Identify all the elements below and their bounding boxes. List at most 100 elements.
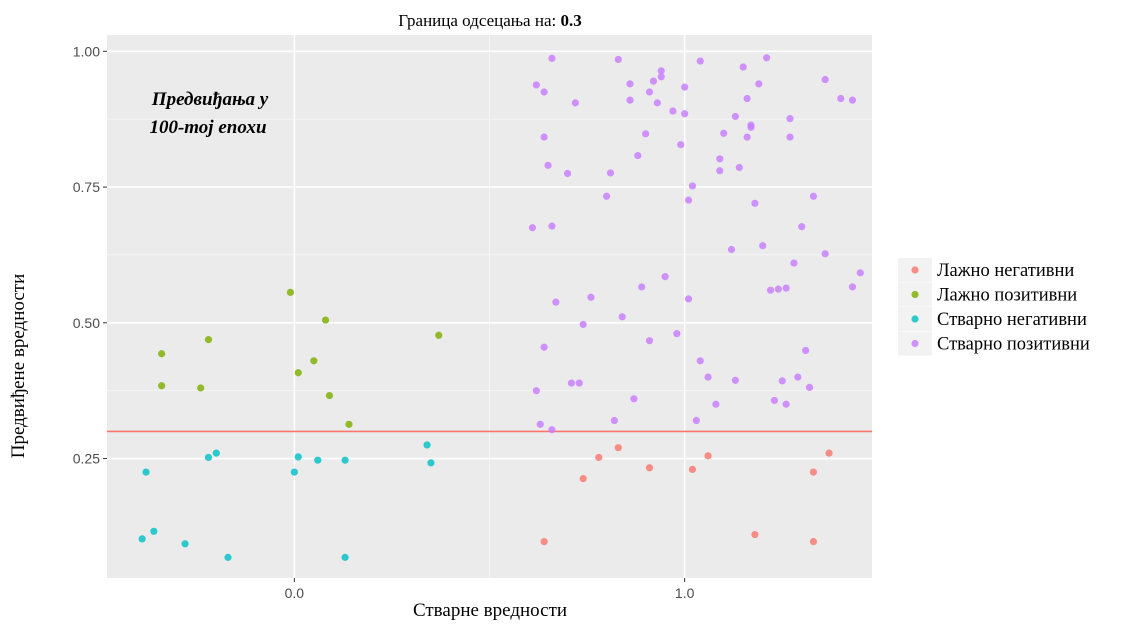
- annotation-line-2: 100-тој епохи: [149, 117, 266, 138]
- data-point-series-2: [138, 535, 146, 543]
- data-point-series-2: [142, 468, 150, 476]
- legend-label: Лажно негативни: [937, 261, 1074, 281]
- data-point-series-3: [743, 94, 751, 103]
- data-point-series-3: [567, 379, 576, 387]
- data-point-series-3: [528, 224, 537, 232]
- data-point-series-3: [684, 295, 693, 303]
- x-tick-label: 1.0: [675, 585, 695, 601]
- y-tick-label: 0.50: [73, 315, 100, 331]
- data-point-series-3: [642, 130, 650, 138]
- data-points: [138, 54, 864, 561]
- data-point-series-3: [638, 283, 646, 291]
- data-point-series-3: [704, 373, 712, 381]
- data-point-series-0: [595, 453, 603, 462]
- data-point-series-3: [563, 169, 572, 178]
- data-point-series-3: [548, 426, 556, 434]
- data-point-series-3: [677, 141, 685, 149]
- data-point-series-1: [204, 336, 213, 344]
- data-point-series-3: [821, 250, 829, 258]
- data-point-series-1: [286, 288, 295, 296]
- data-point-series-0: [704, 452, 712, 460]
- data-point-series-3: [848, 96, 857, 104]
- data-point-series-3: [837, 94, 845, 103]
- data-point-series-3: [751, 199, 759, 207]
- data-point-series-3: [552, 298, 560, 306]
- x-axis-label: Стварне вредности: [413, 600, 567, 621]
- data-point-series-3: [540, 88, 548, 96]
- data-point-series-2: [294, 453, 302, 461]
- data-point-series-3: [536, 420, 544, 428]
- data-point-series-3: [731, 376, 739, 384]
- legend-label: Стварно позитивни: [937, 335, 1090, 355]
- data-point-series-1: [435, 331, 443, 339]
- data-point-series-3: [602, 192, 611, 200]
- data-point-series-3: [696, 357, 704, 365]
- data-point-series-3: [618, 313, 626, 321]
- chart-title-prefix: Граница одсецања на:: [398, 11, 560, 30]
- data-point-series-3: [802, 346, 810, 355]
- data-point-series-0: [614, 444, 622, 452]
- data-point-series-3: [692, 416, 700, 425]
- data-point-series-0: [688, 465, 697, 473]
- data-point-series-3: [610, 416, 618, 425]
- data-point-series-3: [735, 163, 743, 172]
- data-point-series-3: [606, 169, 615, 177]
- data-point-series-2: [212, 449, 220, 457]
- data-point-series-2: [423, 441, 431, 449]
- data-point-series-3: [712, 400, 720, 408]
- grid-minor: [107, 35, 872, 578]
- legend-key-point: [911, 339, 919, 348]
- data-point-series-1: [345, 420, 353, 428]
- data-point-series-3: [763, 54, 771, 62]
- data-point-series-1: [197, 384, 205, 392]
- data-point-series-3: [739, 63, 747, 71]
- data-point-series-3: [645, 337, 654, 345]
- annotation-line-1: Предвиђања у: [151, 89, 269, 110]
- data-point-series-3: [821, 75, 829, 84]
- data-point-series-3: [544, 161, 552, 169]
- data-point-series-3: [805, 383, 814, 392]
- data-point-series-3: [782, 284, 790, 292]
- data-point-series-3: [657, 67, 665, 75]
- legend-label: Лажно позитивни: [937, 286, 1077, 306]
- data-point-series-3: [579, 320, 587, 329]
- legend-label: Стварно негативни: [937, 310, 1087, 330]
- data-point-series-3: [716, 155, 724, 163]
- chart-title: Граница одсецања на: 0.3: [398, 11, 581, 30]
- data-point-series-3: [645, 88, 654, 96]
- legend-key-point: [911, 290, 919, 299]
- data-point-series-3: [630, 395, 638, 403]
- x-axis-ticks: 0.0 1.0: [285, 578, 695, 601]
- y-tick-label: 0.25: [73, 451, 100, 467]
- data-point-series-3: [548, 222, 556, 230]
- x-tick-label: 0.0: [285, 585, 305, 601]
- y-tick-label: 1.00: [73, 43, 100, 59]
- data-point-series-3: [755, 80, 763, 88]
- data-point-series-3: [634, 151, 642, 160]
- data-point-series-3: [743, 133, 751, 141]
- data-point-series-3: [681, 83, 689, 91]
- data-point-series-3: [774, 285, 782, 293]
- data-point-series-3: [696, 57, 704, 65]
- data-point-series-2: [224, 553, 232, 561]
- data-point-series-3: [684, 196, 693, 204]
- data-point-series-3: [614, 55, 622, 64]
- data-point-series-0: [645, 464, 654, 472]
- grid-major: [107, 35, 872, 578]
- data-point-series-2: [341, 456, 349, 464]
- data-point-series-3: [790, 259, 798, 267]
- data-point-series-0: [809, 468, 818, 476]
- data-point-series-3: [540, 133, 548, 141]
- data-point-series-3: [626, 96, 634, 104]
- data-point-series-3: [673, 330, 681, 338]
- data-point-series-2: [204, 453, 213, 462]
- data-point-series-2: [314, 456, 322, 464]
- data-point-series-1: [294, 369, 302, 377]
- data-point-series-0: [579, 475, 587, 483]
- data-point-series-3: [661, 273, 669, 281]
- data-point-series-3: [571, 99, 579, 107]
- data-point-series-3: [747, 123, 755, 131]
- y-tick-label: 0.75: [73, 179, 100, 195]
- data-point-series-3: [657, 73, 665, 81]
- data-point-series-3: [587, 293, 595, 301]
